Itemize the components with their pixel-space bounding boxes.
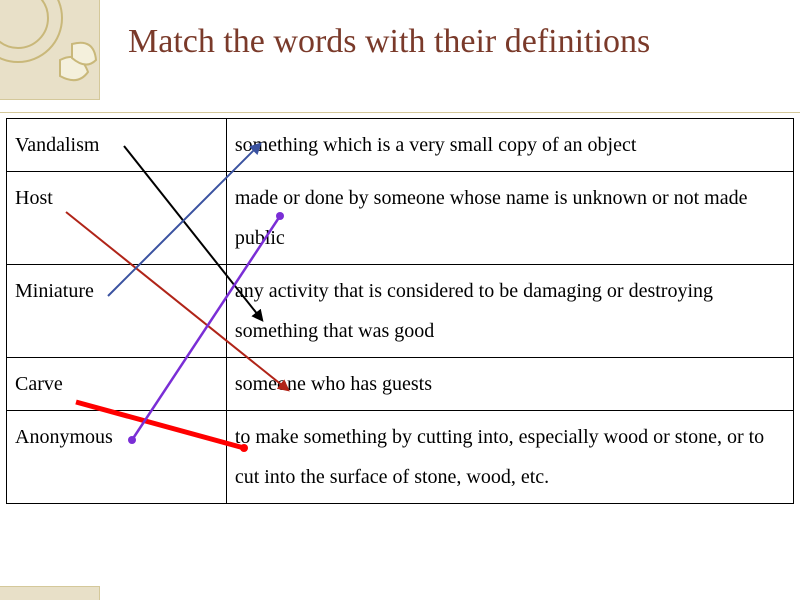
table-row: Miniature any activity that is considere… <box>7 265 794 358</box>
page-title: Match the words with their definitions <box>128 22 650 63</box>
definition-cell: any activity that is considered to be da… <box>226 265 793 358</box>
definition-cell: someone who has guests <box>226 358 793 411</box>
word-cell: Anonymous <box>7 411 227 504</box>
match-table: Vandalism something which is a very smal… <box>6 118 794 504</box>
definition-cell: made or done by someone whose name is un… <box>226 172 793 265</box>
table-row: Host made or done by someone whose name … <box>7 172 794 265</box>
word-cell: Carve <box>7 358 227 411</box>
word-cell: Vandalism <box>7 119 227 172</box>
footer-ornament-stub <box>0 586 100 600</box>
table-row: Vandalism something which is a very smal… <box>7 119 794 172</box>
table-row: Anonymous to make something by cutting i… <box>7 411 794 504</box>
word-cell: Host <box>7 172 227 265</box>
table-row: Carve someone who has guests <box>7 358 794 411</box>
definition-cell: to make something by cutting into, espec… <box>226 411 793 504</box>
corner-ornament <box>0 0 100 100</box>
word-cell: Miniature <box>7 265 227 358</box>
title-underline <box>0 112 800 113</box>
definition-cell: something which is a very small copy of … <box>226 119 793 172</box>
